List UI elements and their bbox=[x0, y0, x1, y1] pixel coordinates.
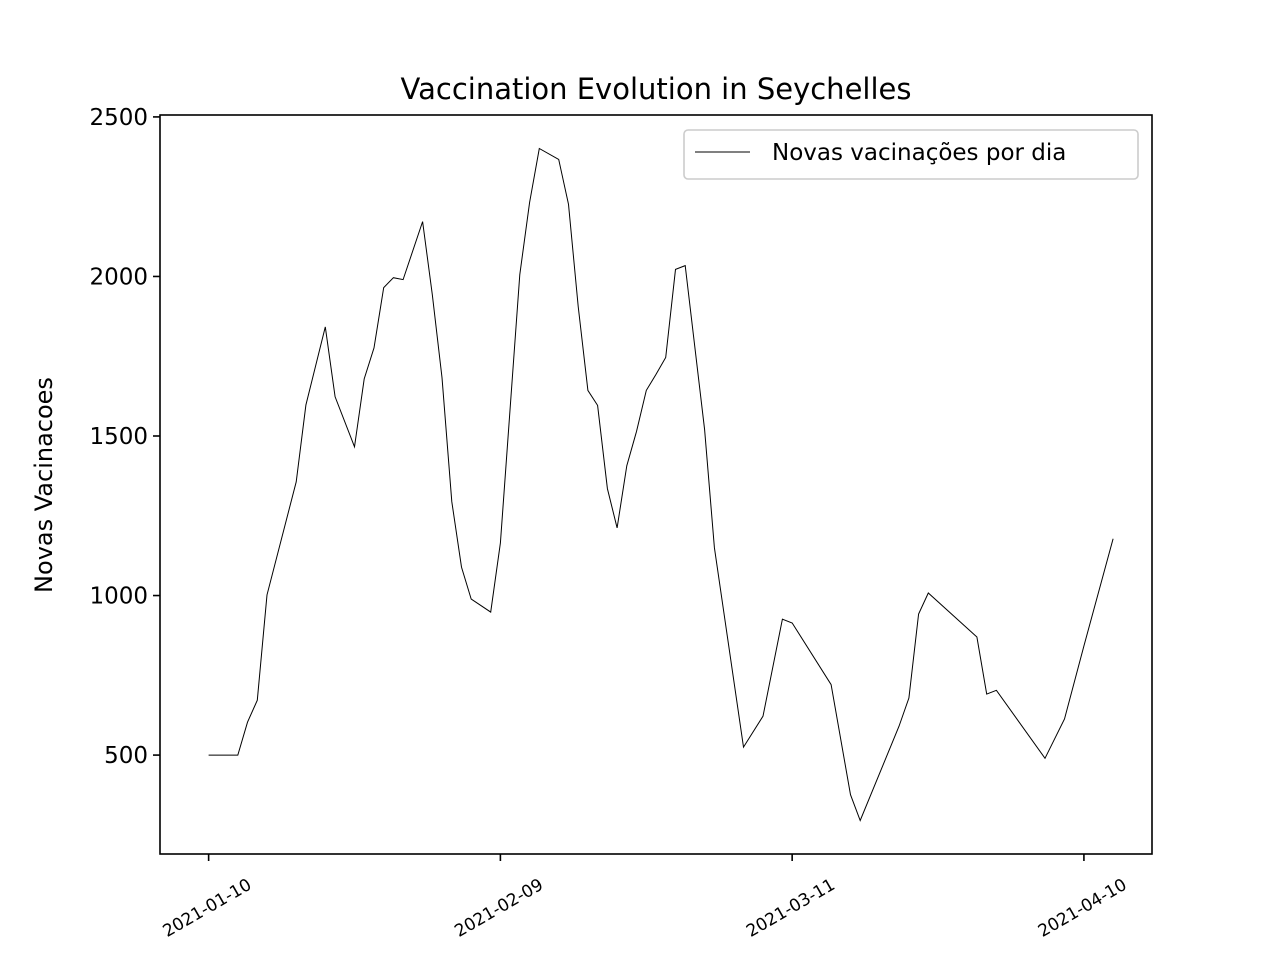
chart-title: Vaccination Evolution in Seychelles bbox=[401, 72, 912, 106]
legend-label: Novas vacinações por dia bbox=[772, 140, 1066, 166]
x-tick-label: 2021-03-11 bbox=[743, 875, 839, 942]
series-line bbox=[208, 147, 1114, 822]
y-tick-label: 2000 bbox=[89, 264, 148, 290]
x-tick-label: 2021-04-10 bbox=[1035, 875, 1131, 942]
plot-frame bbox=[159, 114, 1153, 855]
x-tick-label: 2021-02-09 bbox=[451, 875, 547, 942]
x-axis-label: Date bbox=[627, 956, 684, 960]
y-axis-label: Novas Vacinacoes bbox=[30, 377, 58, 593]
y-tick-label: 2500 bbox=[89, 105, 148, 131]
x-tick-label: 2021-01-10 bbox=[160, 875, 256, 942]
y-tick-label: 500 bbox=[104, 743, 148, 769]
y-tick-label: 1500 bbox=[89, 424, 148, 450]
legend-box bbox=[683, 129, 1139, 180]
y-tick-label: 1000 bbox=[89, 584, 148, 610]
